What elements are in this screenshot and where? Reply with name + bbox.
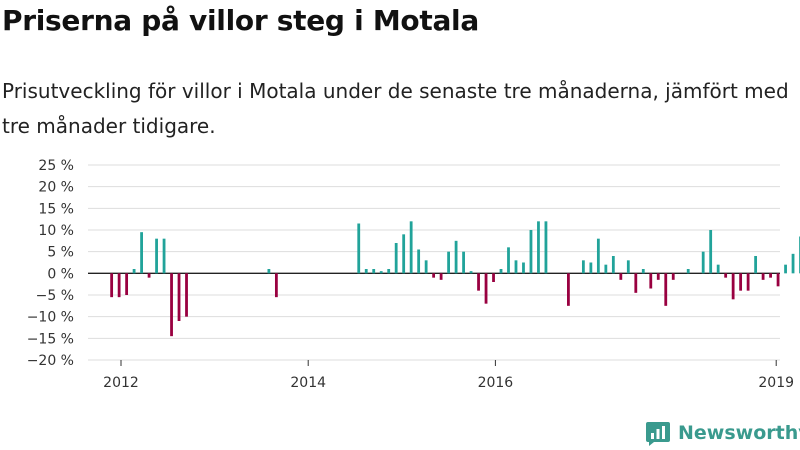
y-tick-label: −5 %: [36, 288, 74, 304]
bar: [641, 269, 645, 274]
bar: [364, 269, 368, 274]
bar: [649, 273, 653, 289]
bar: [671, 273, 675, 280]
chart-bars: [110, 221, 800, 337]
bar: [372, 269, 376, 274]
bar: [170, 273, 173, 337]
bar: [761, 273, 765, 280]
bar: [274, 273, 278, 298]
bar: [739, 273, 743, 291]
bar: [701, 251, 705, 274]
bar: [664, 273, 668, 306]
chart-subtitle: Prisutveckling för villor i Motala under…: [2, 79, 789, 138]
bar: [499, 269, 503, 274]
y-axis-ticks: 25 % 20 % 15 % 10 % 5 % 0 % −5 % −10 % −15 % −20 …: [27, 158, 74, 369]
bar: [634, 273, 638, 293]
bar: [402, 234, 406, 274]
newsworthy-logo-icon: [646, 422, 670, 446]
bar: [132, 269, 136, 274]
bar: [177, 273, 181, 321]
bar: [581, 260, 585, 274]
y-tick-label: −10 %: [27, 310, 74, 326]
bar: [514, 260, 518, 274]
bar: [477, 273, 480, 291]
bar: [432, 273, 436, 278]
y-tick-label: 15 %: [38, 201, 74, 217]
bar: [731, 273, 735, 300]
bar: [117, 273, 121, 298]
x-axis: 2012201420162019202120232025: [103, 360, 794, 391]
bar: [484, 273, 488, 304]
y-tick-label: −20 %: [27, 353, 74, 369]
bar: [791, 253, 795, 274]
bar: [776, 273, 780, 287]
bar: [544, 221, 548, 274]
y-tick-label: 20 %: [38, 180, 74, 196]
bar: [537, 221, 540, 274]
bar: [522, 262, 525, 274]
bar: [147, 273, 151, 278]
bar: [686, 269, 690, 274]
bar: [492, 273, 495, 282]
bar: [589, 262, 593, 274]
bar: [155, 238, 158, 274]
bar: [507, 247, 510, 274]
bar: [447, 251, 450, 274]
chart-gridlines: [88, 164, 780, 361]
bar: [716, 264, 720, 274]
x-tick-label: 2016: [478, 375, 514, 391]
bar: [567, 273, 570, 306]
bar: [417, 249, 421, 274]
x-tick-label: 2019: [758, 375, 794, 391]
bar: [185, 273, 188, 317]
bar: [125, 273, 129, 295]
y-tick-label: 5 %: [47, 245, 74, 261]
bar: [424, 260, 428, 274]
y-tick-label: 25 %: [38, 158, 74, 174]
bar: [596, 238, 600, 274]
bar: [746, 273, 750, 291]
x-tick-label: 2014: [290, 375, 326, 391]
bar: [357, 223, 361, 274]
bar: [162, 238, 166, 274]
bar: [409, 221, 413, 274]
bar: [394, 243, 398, 274]
bar: [110, 273, 114, 298]
bar: [769, 273, 772, 278]
bar: [140, 232, 143, 274]
bar: [619, 273, 623, 280]
bar: [379, 271, 383, 274]
bar: [724, 273, 728, 278]
x-tick-label: 2012: [103, 375, 139, 391]
bar: [626, 260, 630, 274]
bar: [529, 230, 533, 274]
newsworthy-logo-text: Newsworthy: [678, 422, 800, 444]
bar: [462, 251, 465, 274]
y-tick-label: 10 %: [38, 223, 74, 239]
bar: [387, 269, 391, 274]
bar: [439, 273, 443, 280]
chart-title: Priserna på villor steg i Motala: [2, 4, 479, 37]
bar: [754, 256, 758, 274]
bar: [454, 240, 458, 274]
bar: [604, 264, 608, 274]
bar: [611, 256, 615, 274]
bar: [267, 269, 271, 274]
bar: [709, 230, 713, 274]
y-tick-label: −15 %: [27, 331, 74, 347]
bar: [656, 273, 660, 280]
y-tick-label: 0 %: [47, 266, 74, 282]
bar: [469, 271, 473, 274]
newsworthy-logo: Newsworthy: [645, 420, 800, 446]
bar: [784, 264, 787, 274]
